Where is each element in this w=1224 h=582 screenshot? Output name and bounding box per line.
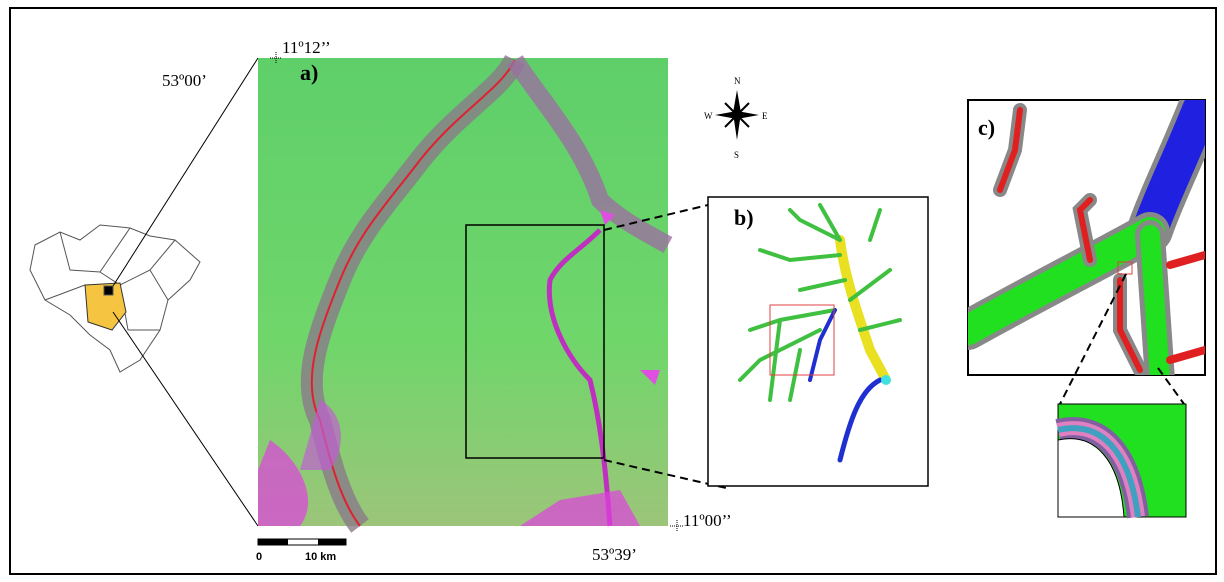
satellite-image xyxy=(258,58,668,526)
scale-label: 0 xyxy=(256,551,262,563)
figure: 11º12’’ 53º00’ 11º00’’ 53º39’ a) 0 10 km… xyxy=(0,0,1224,582)
inset xyxy=(1058,404,1186,517)
coordinate: 53º39’ xyxy=(592,545,637,564)
compass-label: E xyxy=(762,111,768,121)
compass-label: W xyxy=(704,111,713,121)
coordinate: 11º00’’ xyxy=(683,511,732,530)
panel-c: c) xyxy=(968,100,1205,380)
scale-label: 10 km xyxy=(305,551,336,563)
compass-label: N xyxy=(734,76,741,86)
coordinate: 53º00’ xyxy=(162,71,207,90)
panel-b: b) xyxy=(708,197,928,486)
coordinate: 11º12’’ xyxy=(282,38,331,57)
panel-label: b) xyxy=(734,205,754,230)
panel-label: a) xyxy=(300,60,318,85)
compass-label: S xyxy=(734,150,739,160)
panel-label: c) xyxy=(978,115,995,140)
